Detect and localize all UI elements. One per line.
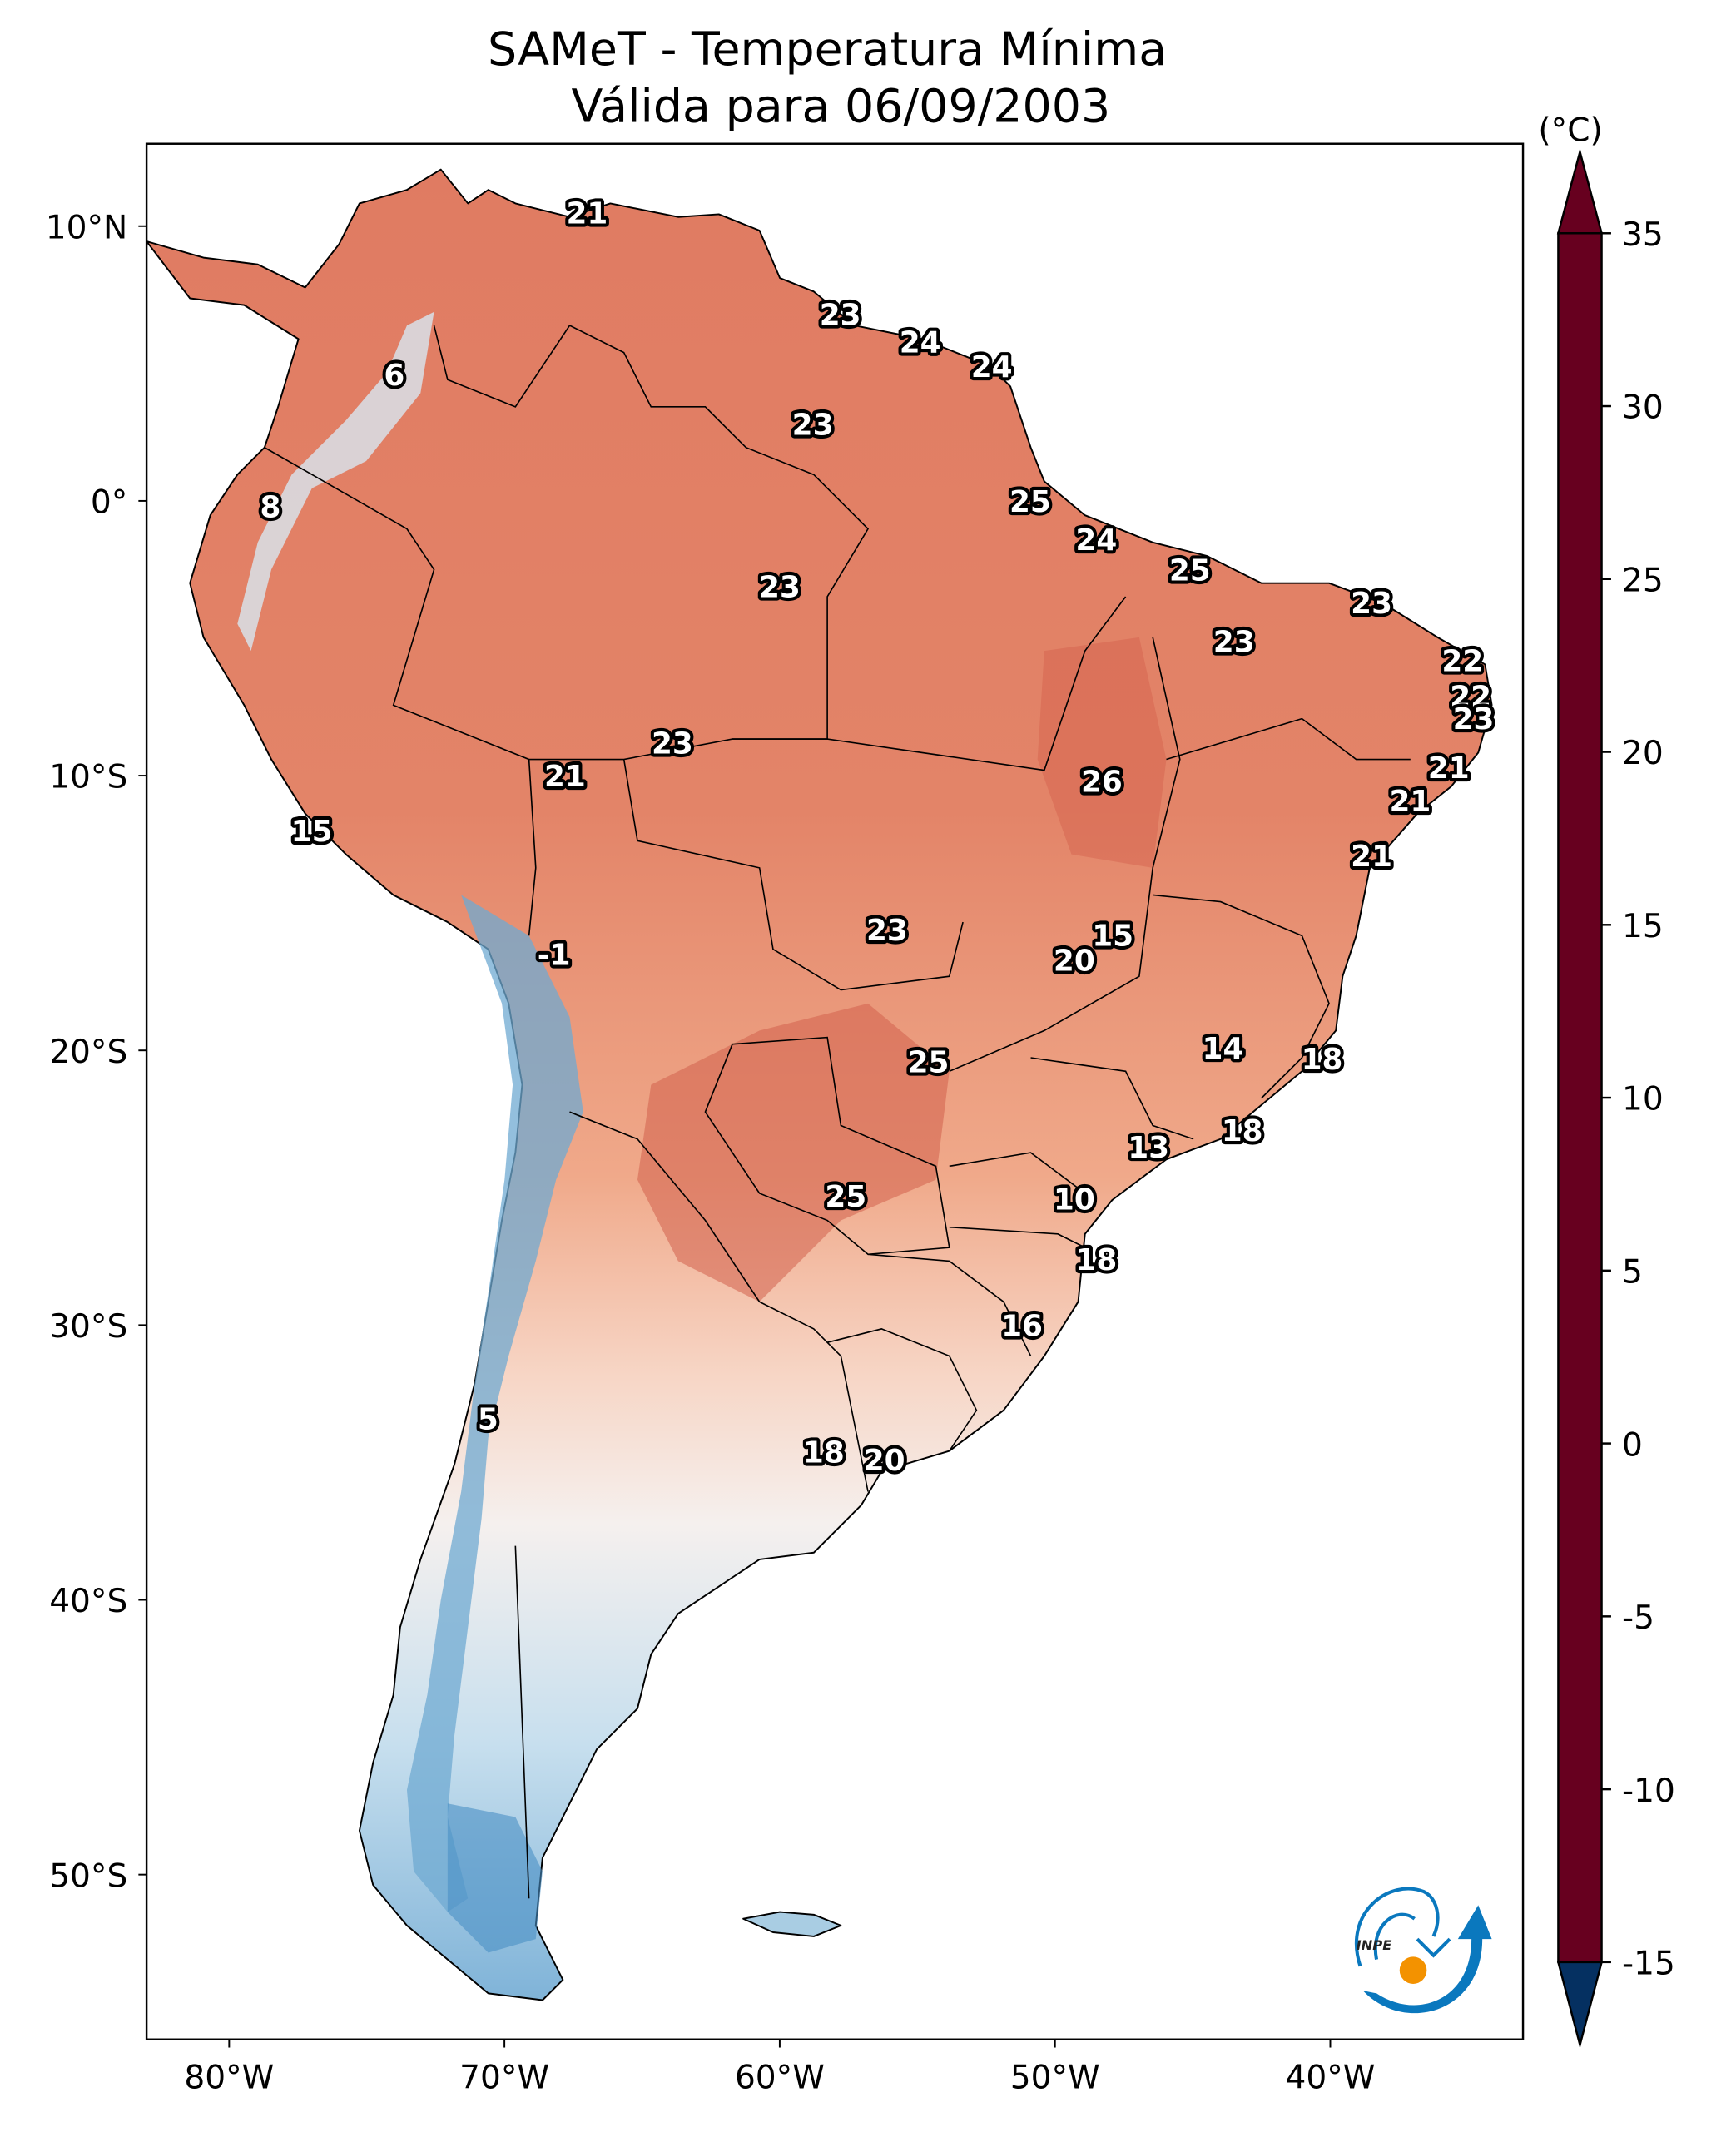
station-value-label: 26 [1081, 766, 1123, 800]
station-value-label: 21 [1351, 840, 1392, 874]
colorbar-unit-label: (°C) [1538, 112, 1602, 149]
station-value-label: 22 [1450, 680, 1491, 714]
colorbar-tick-label: 30 [1622, 389, 1664, 427]
country-borders [264, 325, 1411, 1899]
station-value-label: 23 [820, 298, 861, 332]
colorbar-tick-label: 25 [1622, 562, 1664, 599]
station-value-label: 24 [1075, 523, 1117, 558]
station-value-label: 8 [260, 491, 280, 525]
station-value-label: 20 [864, 1444, 905, 1478]
station-value-label: 18 [1302, 1043, 1343, 1077]
inpe-logo-orbit-arc [1354, 1887, 1440, 1967]
warm-core-paraguay [637, 1003, 950, 1302]
station-value-label: 18 [1222, 1114, 1263, 1148]
inpe-logo: INPE [1354, 1887, 1492, 2014]
y-tick-label: 30°S [49, 1308, 127, 1346]
station-value-label: 22 [1441, 644, 1483, 678]
inpe-logo-swoosh [1362, 1905, 1492, 2014]
station-value-label: 23 [1453, 702, 1495, 736]
y-tick-label: 10°N [46, 209, 128, 246]
station-value-label: 20 [1054, 944, 1095, 978]
station-value-label: 23 [792, 409, 834, 443]
colorbar-tick-label: 20 [1622, 735, 1664, 772]
station-value-label: 24 [900, 325, 941, 359]
colorbar-extend-max [1556, 147, 1604, 235]
station-value-label: 21 [544, 760, 586, 794]
x-tick-label: 80°W [184, 2059, 274, 2096]
inpe-logo-text: INPE [1357, 1937, 1392, 1953]
x-tick-label: 40°W [1286, 2059, 1376, 2096]
colorbar-tick-label: -15 [1622, 1946, 1675, 1983]
station-value-label: 23 [1213, 625, 1255, 659]
station-value-label: 23 [652, 726, 693, 761]
station-value-label: 16 [1001, 1309, 1043, 1343]
chart-title: SAMeT - Temperatura Mínima [488, 23, 1167, 77]
colorbar-tick-label: 35 [1622, 216, 1664, 254]
colorbar-tick-label: 5 [1622, 1253, 1643, 1291]
x-axis: 80°W 70°W 60°W 50°W 40°W [184, 2039, 1376, 2096]
station-value-label: 13 [1128, 1131, 1169, 1165]
station-value-label: 18 [1075, 1243, 1117, 1277]
station-value-label: 23 [1351, 587, 1392, 621]
station-value-label: 21 [1428, 751, 1470, 786]
inpe-logo-arrow-head [1416, 1937, 1451, 1958]
y-tick-label: 40°S [49, 1583, 127, 1620]
station-value-label: 21 [566, 196, 608, 231]
andes-cold-region [406, 895, 583, 1912]
patagonia-cold-region [447, 1803, 543, 1953]
station-value-label: 10 [1054, 1183, 1095, 1217]
y-tick-label: 20°S [49, 1034, 127, 1071]
station-value-label: -1 [538, 939, 571, 973]
falkland-islands [742, 1911, 842, 1937]
station-value-label: 24 [971, 350, 1013, 384]
colorbar-tick-label: 10 [1622, 1081, 1664, 1118]
colorbar-tick-label: 0 [1622, 1426, 1643, 1464]
chart-subtitle: Válida para 06/09/2003 [572, 81, 1111, 134]
map-frame [145, 142, 1525, 2040]
station-value-label: 23 [866, 914, 908, 948]
colorbar-tick-label: -10 [1622, 1773, 1675, 1810]
station-value-label: 25 [1169, 553, 1211, 588]
colorbar-tick-label: -5 [1622, 1599, 1654, 1637]
station-value-label: 18 [803, 1435, 845, 1470]
x-tick-label: 50°W [1010, 2059, 1100, 2096]
colorbar-ticks: 35 30 25 20 15 10 5 0 -5 -10 -15 [1601, 216, 1675, 1983]
northern-andes-cool-region [237, 311, 434, 652]
station-value-label: 15 [291, 815, 333, 849]
station-value-label: 15 [1092, 920, 1133, 954]
y-tick-label: 0° [91, 484, 127, 522]
x-tick-label: 60°W [735, 2059, 825, 2096]
y-tick-label: 50°S [49, 1857, 127, 1895]
station-value-label: 23 [759, 570, 801, 604]
colorbar [1557, 232, 1603, 1964]
x-tick-label: 70°W [459, 2059, 549, 2096]
station-value-label: 25 [825, 1180, 866, 1214]
station-value-label: 14 [1203, 1032, 1244, 1066]
colorbar-extend-min [1556, 1961, 1604, 2050]
y-tick-label: 10°S [49, 759, 127, 796]
colorbar-tick-label: 15 [1622, 908, 1664, 945]
station-value-label: 6 [384, 359, 404, 393]
station-value-label: 25 [908, 1045, 950, 1079]
inpe-logo-inner-arc [1373, 1912, 1416, 1961]
station-value-label: 5 [478, 1403, 498, 1437]
station-value-label: 25 [1009, 485, 1051, 519]
y-axis: 10°N 0° 10°S 20°S 30°S 40°S 50°S [46, 209, 147, 1895]
station-value-label: 21 [1389, 785, 1431, 819]
inpe-logo-sun [1399, 1956, 1427, 1984]
